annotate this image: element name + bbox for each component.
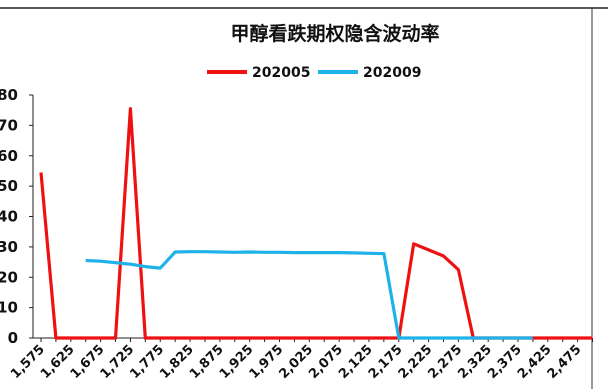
- y-tick-label: 10: [0, 299, 18, 317]
- y-tick-label: 20: [0, 268, 18, 286]
- y-tick-label: 70: [0, 116, 18, 134]
- chart-title: 甲醇看跌期权隐含波动率: [230, 22, 439, 45]
- legend: 202005 202009: [207, 65, 421, 81]
- legend-label-202009: 202009: [363, 65, 421, 81]
- y-tick-label: 30: [0, 238, 18, 256]
- y-tick-label: 50: [0, 177, 18, 195]
- series-line-202009: [85, 250, 533, 340]
- legend-label-202005: 202005: [252, 65, 310, 81]
- y-tick-label: 0: [8, 329, 18, 347]
- y-tick-label: 80: [0, 86, 18, 104]
- series-layer: [39, 107, 593, 340]
- y-tick-label: 40: [0, 208, 18, 226]
- y-tick-label: 60: [0, 147, 18, 165]
- series-line-202005: [39, 107, 593, 340]
- x-tick-label: 2,475: [545, 342, 585, 382]
